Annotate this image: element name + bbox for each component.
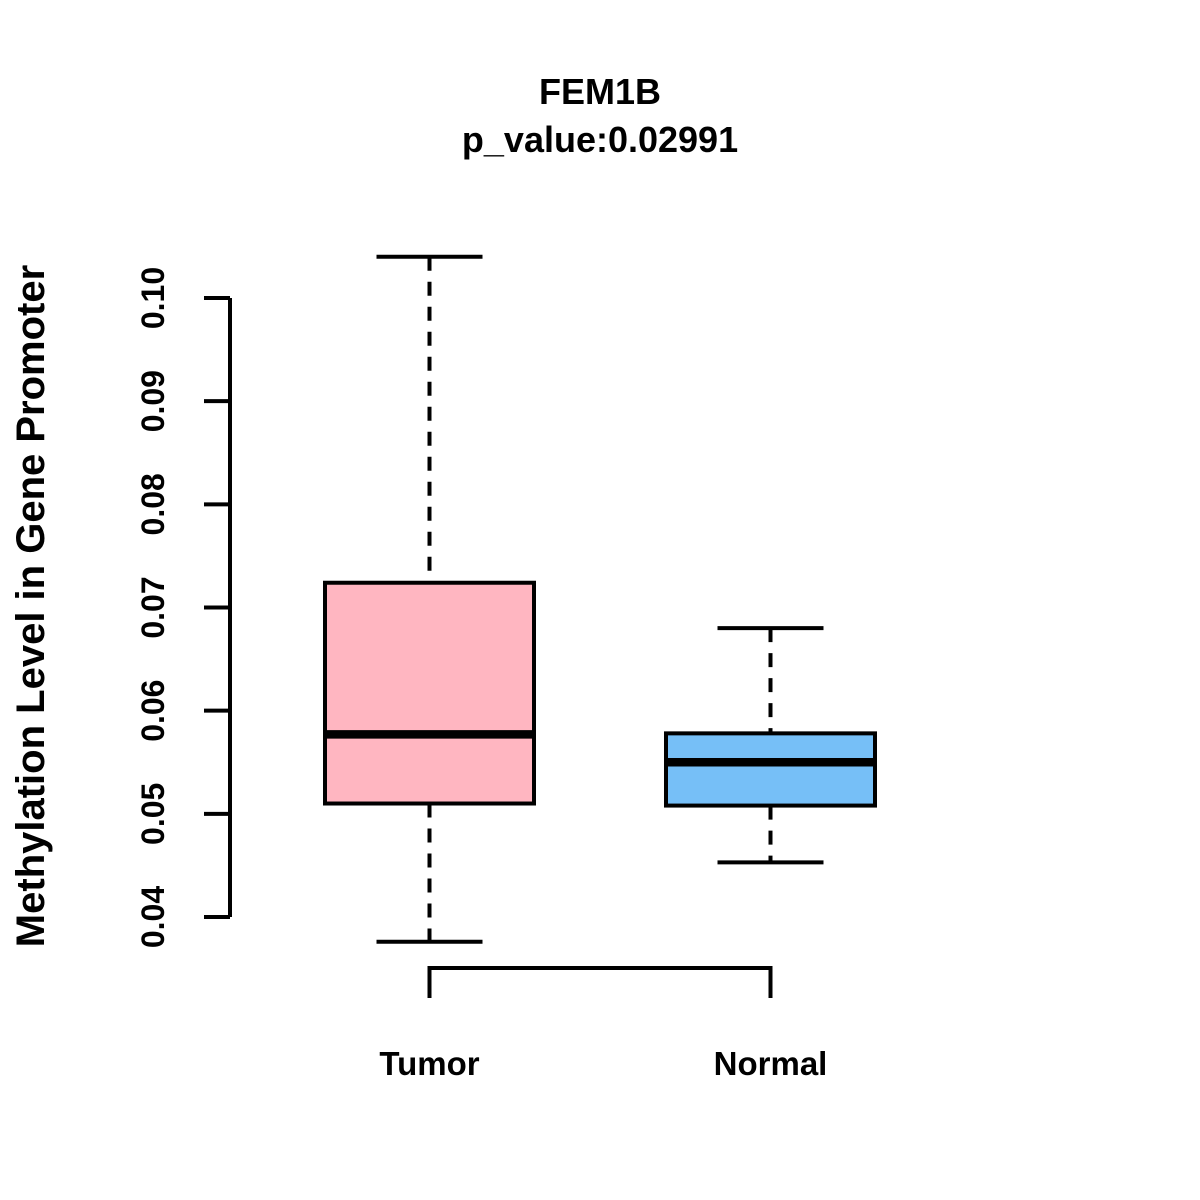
y-axis-tick-label: 0.07 — [135, 576, 171, 638]
boxes-layer — [323, 254, 877, 944]
chart-title: FEM1B — [539, 71, 661, 112]
y-axis: 0.04 0.05 0.06 0.07 0.08 0.09 0.10 — [135, 267, 232, 948]
x-axis-bracket-line — [427, 966, 773, 998]
x-label-tumor: Tumor — [379, 1045, 479, 1082]
y-axis-label: Methylation Level in Gene Promoter — [9, 265, 53, 947]
x-axis-bracket — [427, 966, 773, 998]
box-rect-tumor — [323, 580, 536, 806]
x-label-normal: Normal — [714, 1045, 828, 1082]
x-axis-labels: Tumor Normal — [379, 1045, 827, 1082]
chart-subtitle: p_value:0.02991 — [462, 119, 738, 160]
y-axis-tick-label: 0.04 — [135, 886, 171, 948]
y-axis-tick-label: 0.08 — [135, 473, 171, 535]
y-axis-tick-label: 0.10 — [135, 267, 171, 329]
box-group-tumor — [323, 254, 536, 944]
y-axis-tick-label: 0.09 — [135, 370, 171, 432]
box-rect-normal — [664, 731, 877, 808]
y-axis-tick-label: 0.05 — [135, 783, 171, 845]
box-group-normal — [664, 626, 877, 865]
y-axis-tick-label: 0.06 — [135, 680, 171, 742]
